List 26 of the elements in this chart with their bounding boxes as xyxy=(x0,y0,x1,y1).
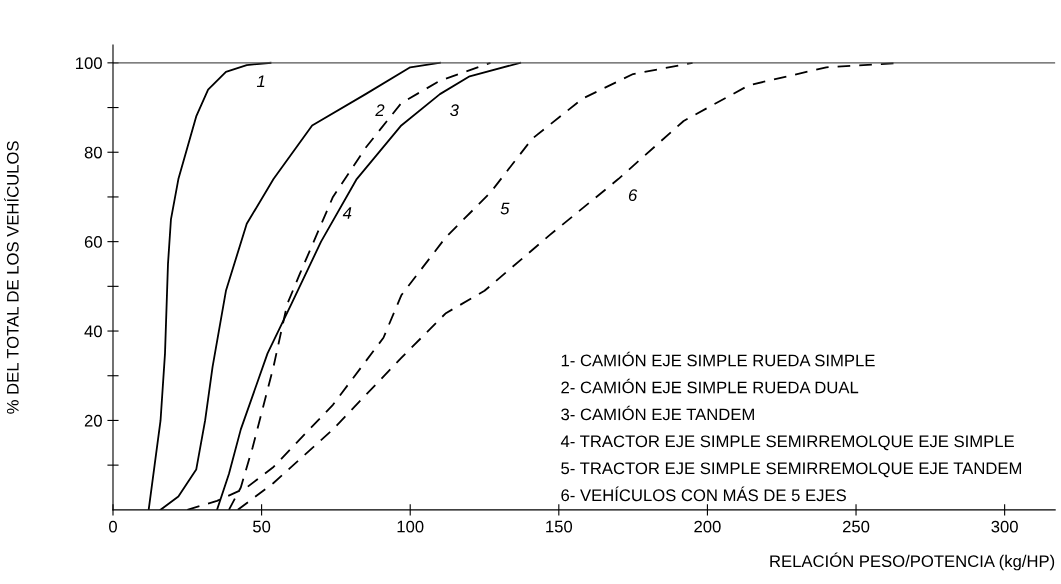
annotation: 1 xyxy=(256,75,265,87)
annotation: 3 xyxy=(450,104,459,117)
annotation: 2- CAMIÓN EJE SIMPLE RUEDA DUAL xyxy=(561,378,859,394)
x-tick-label: 300 xyxy=(991,520,1018,533)
annotation: 2 xyxy=(375,104,385,116)
y-tick-label: 100 xyxy=(76,57,102,70)
x-axis-title: RELACIÓN PESO/POTENCIA (kg/HP) xyxy=(770,552,1055,571)
annotation: 1- CAMIÓN EJE SIMPLE RUEDA SIMPLE xyxy=(561,351,875,367)
x-tick-label: 150 xyxy=(546,520,573,533)
y-tick-label: 20 xyxy=(84,414,102,427)
annotation: 4 xyxy=(342,207,352,219)
x-tick-label: 100 xyxy=(397,520,424,533)
annotation: 5 xyxy=(500,202,510,215)
y-tick-label: 40 xyxy=(84,325,102,338)
annotation: 4- TRACTOR EJE SIMPLE SEMIRREMOLQUE EJE SIMPLE xyxy=(560,435,1014,451)
y-axis-title: % DEL TOTAL DE LOS VEHÍCULOS xyxy=(4,141,19,414)
annotation: 3- CAMIÓN EJE TANDEM xyxy=(561,405,754,421)
annotation: 5- TRACTOR EJE SIMPLE SEMIRREMOLQUE EJE TANDEM xyxy=(561,462,1022,478)
x-tick-label: 0 xyxy=(109,520,117,533)
annotation: 6 xyxy=(628,189,638,202)
y-tick-label: 60 xyxy=(84,236,102,248)
x-tick-label: 50 xyxy=(253,520,271,533)
y-tick-label: 80 xyxy=(84,146,102,159)
x-tick-label: 250 xyxy=(842,520,870,533)
annotation: 6- VEHÍCULOS CON MÁS DE 5 EJES xyxy=(561,486,846,502)
x-tick-label: 200 xyxy=(694,520,721,533)
